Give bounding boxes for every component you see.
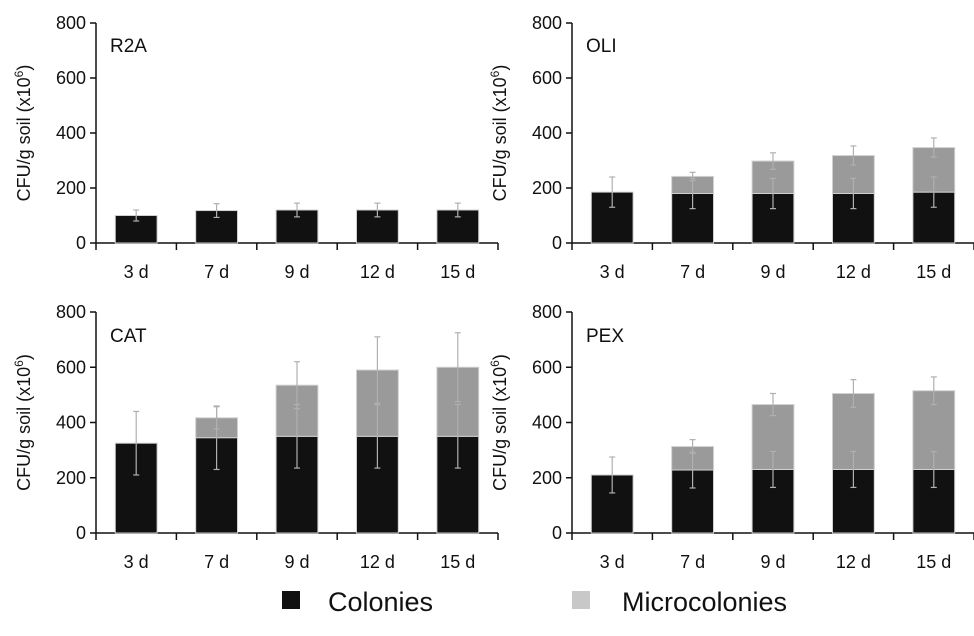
x-tick-label: 15 d: [440, 552, 475, 572]
panel-cat: 0 200 400 600 800 3 d 7 d 9 d 12 d 15 d CFU/g soil…: [12, 302, 499, 572]
legend-swatch-microcolonies: [572, 591, 590, 609]
y-tick-label: 800: [532, 13, 562, 33]
panel-label: R2A: [110, 36, 147, 57]
x-tick-label: 9 d: [284, 262, 309, 282]
panel-label: PEX: [586, 326, 624, 347]
y-tick-label: 400: [532, 413, 562, 433]
y-tick-label: 400: [56, 413, 86, 433]
x-tick-label: 3 d: [600, 262, 625, 282]
x-tick-label: 7 d: [204, 552, 229, 572]
y-tick-label: 200: [56, 178, 86, 198]
y-tick-label: 400: [532, 123, 562, 143]
chart-panels: 0 200 400 600 800 3 d 7 d 9 d 12 d 15 d CFU/g soil…: [12, 13, 974, 572]
panel-label: OLI: [586, 36, 617, 57]
x-tick-label: 12 d: [360, 262, 395, 282]
bar-colonies: [275, 435, 319, 534]
y-tick-label: 800: [532, 302, 562, 322]
x-tick-label: 7 d: [680, 262, 705, 282]
panel-r2a: 0 200 400 600 800 3 d 7 d 9 d 12 d 15 d CFU/g soil…: [12, 13, 499, 282]
y-tick-label: 600: [532, 357, 562, 377]
x-tick-label: 12 d: [836, 552, 871, 572]
y-tick-label: 800: [56, 302, 86, 322]
x-tick-label: 7 d: [204, 262, 229, 282]
x-tick-label: 3 d: [124, 262, 149, 282]
y-tick-label: 600: [56, 357, 86, 377]
x-tick-label: 3 d: [124, 552, 149, 572]
legend-swatch-colonies: [282, 591, 300, 609]
y-tick-label: 200: [532, 468, 562, 488]
legend: Colonies Microcolonies: [282, 587, 787, 617]
y-tick-label: 200: [56, 468, 86, 488]
y-tick-label: 200: [532, 178, 562, 198]
y-tick-label: 0: [552, 233, 562, 253]
x-tick-label: 12 d: [836, 262, 871, 282]
y-tick-label: 0: [552, 523, 562, 543]
y-axis-label: CFU/g soil (x106): [12, 354, 34, 491]
x-tick-label: 15 d: [916, 262, 951, 282]
y-tick-label: 600: [56, 68, 86, 88]
panel-oli: 0 200 400 600 800 3 d 7 d 9 d 12 d 15 d CFU/g soil…: [488, 13, 974, 282]
y-tick-label: 600: [532, 68, 562, 88]
panel-pex: 0 200 400 600 800 3 d 7 d 9 d 12 d 15 d CFU/g soil…: [488, 302, 974, 572]
x-tick-label: 9 d: [760, 262, 785, 282]
x-tick-label: 7 d: [680, 552, 705, 572]
legend-label-colonies: Colonies: [328, 587, 433, 617]
x-tick-label: 9 d: [284, 552, 309, 572]
y-tick-label: 800: [56, 13, 86, 33]
legend-label-microcolonies: Microcolonies: [622, 587, 787, 617]
x-tick-label: 3 d: [600, 552, 625, 572]
x-tick-label: 15 d: [440, 262, 475, 282]
panel-label: CAT: [110, 326, 147, 347]
bar-colonies: [114, 215, 158, 244]
y-tick-label: 0: [76, 233, 86, 253]
x-tick-label: 12 d: [360, 552, 395, 572]
y-tick-label: 0: [76, 523, 86, 543]
y-axis-label: CFU/g soil (x106): [488, 65, 510, 202]
x-tick-label: 15 d: [916, 552, 951, 572]
y-axis-label: CFU/g soil (x106): [488, 354, 510, 491]
y-axis-label: CFU/g soil (x106): [12, 65, 34, 202]
y-tick-label: 400: [56, 123, 86, 143]
x-tick-label: 9 d: [760, 552, 785, 572]
